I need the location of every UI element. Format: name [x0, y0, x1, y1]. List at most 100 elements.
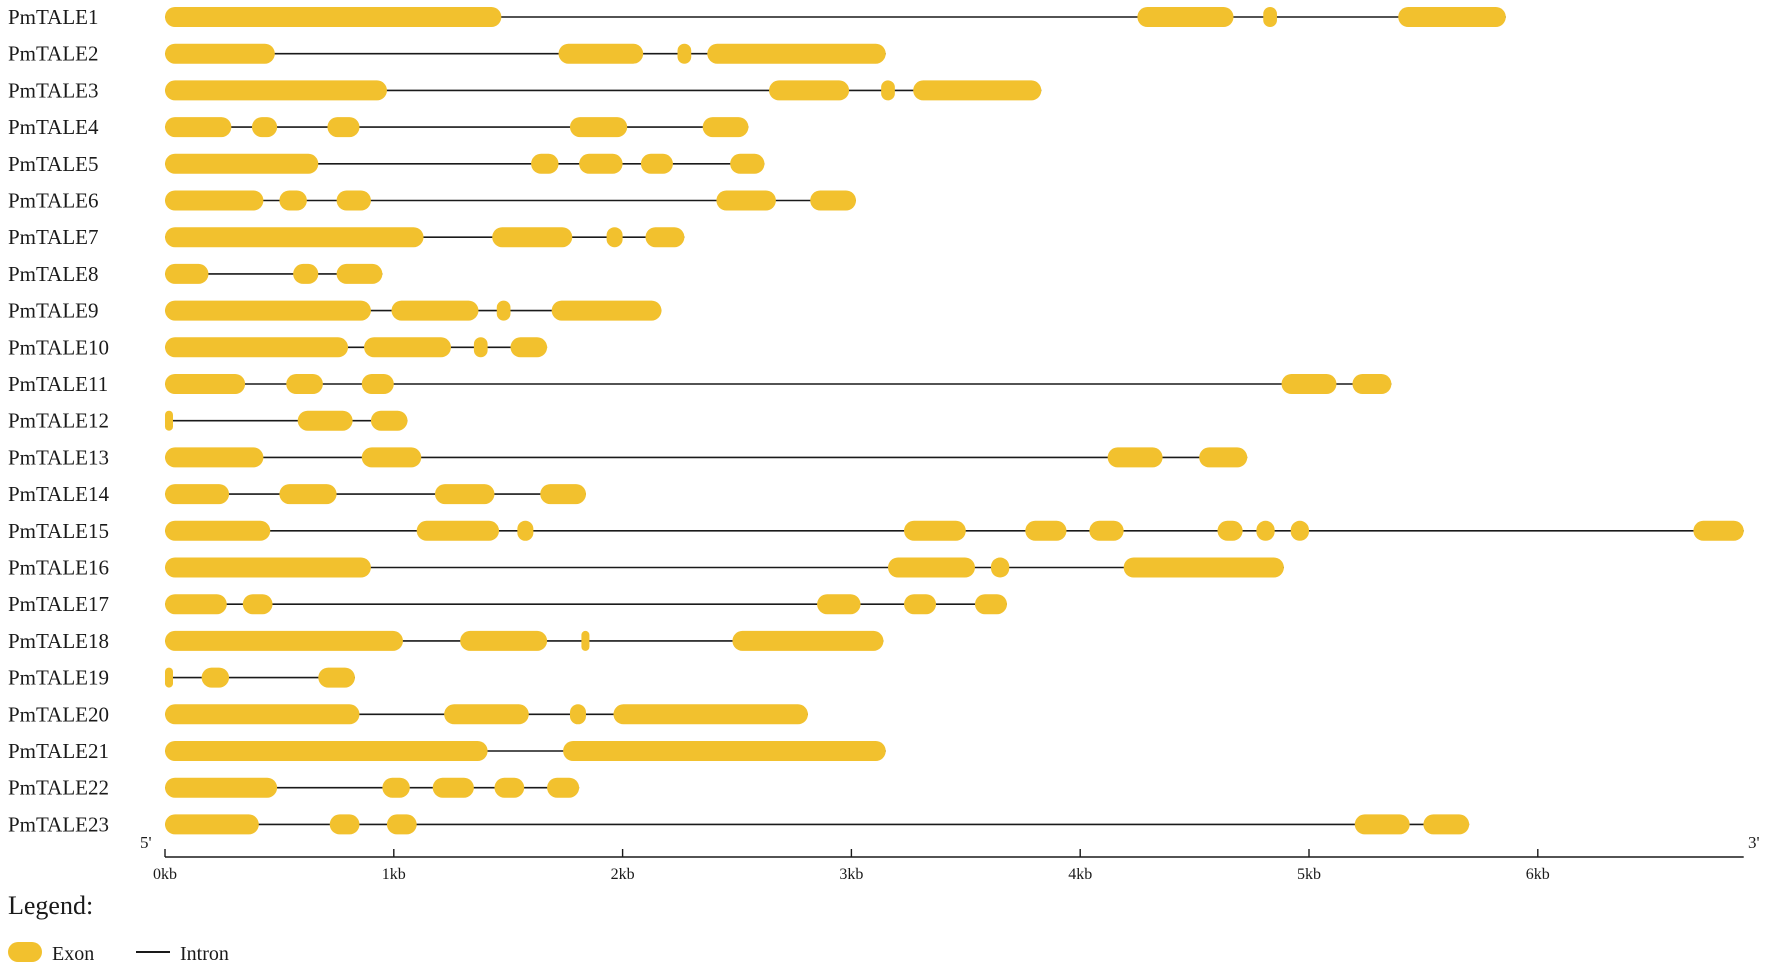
gene-row: PmTALE15 — [8, 519, 1744, 543]
exon-block — [1025, 520, 1067, 541]
gene-row: PmTALE9 — [8, 299, 662, 323]
exon-block — [645, 227, 685, 248]
legend: Legend: Exon Intron — [8, 891, 229, 965]
exon-block — [165, 630, 403, 651]
exon-block — [364, 337, 451, 358]
exon-block — [579, 153, 623, 174]
exon-block — [707, 43, 886, 64]
exon-block — [165, 263, 209, 284]
exon-block — [1137, 7, 1234, 27]
gene-label: PmTALE3 — [8, 78, 98, 102]
exon-block — [730, 153, 765, 174]
gene-row: PmTALE13 — [8, 445, 1248, 469]
exon-block — [165, 667, 173, 688]
exon-block — [547, 777, 580, 798]
exon-block — [496, 300, 511, 321]
gene-row: PmTALE23 — [8, 812, 1470, 836]
exon-block — [386, 814, 417, 835]
exon-block — [769, 80, 850, 101]
exon-block — [1199, 447, 1248, 468]
gene-label: PmTALE12 — [8, 409, 109, 433]
gene-label: PmTALE14 — [8, 482, 109, 506]
gene-row: PmTALE20 — [8, 702, 808, 726]
gene-label: PmTALE9 — [8, 299, 98, 323]
gene-row: PmTALE6 — [8, 189, 856, 213]
exon-block — [640, 153, 673, 174]
gene-label: PmTALE18 — [8, 629, 109, 653]
gene-row: PmTALE2 — [8, 42, 886, 66]
exon-block — [510, 337, 548, 358]
exon-block — [540, 484, 586, 505]
exon-block — [165, 594, 227, 615]
gene-row: PmTALE3 — [8, 78, 1042, 102]
gene-row: PmTALE16 — [8, 556, 1284, 580]
gene-label: PmTALE21 — [8, 739, 109, 763]
exon-block — [606, 227, 623, 248]
gene-row: PmTALE14 — [8, 482, 586, 506]
exon-block — [888, 557, 975, 578]
tick-label: 0kb — [153, 866, 177, 883]
gene-row: PmTALE21 — [8, 739, 886, 763]
tick-label: 6kb — [1526, 866, 1550, 883]
exon-block — [1398, 7, 1506, 27]
gene-label: PmTALE13 — [8, 445, 109, 469]
tick-label: 4kb — [1068, 866, 1092, 883]
gene-label: PmTALE15 — [8, 519, 109, 543]
exon-block — [201, 667, 230, 688]
exon-block — [165, 520, 271, 541]
exon-block — [416, 520, 500, 541]
exon-block — [1217, 520, 1243, 541]
exon-block — [165, 337, 349, 358]
gene-label: PmTALE20 — [8, 702, 109, 726]
exon-block — [716, 190, 776, 211]
exon-block — [817, 594, 861, 615]
exon-block — [1089, 520, 1124, 541]
gene-row: PmTALE1 — [8, 5, 1506, 29]
exon-block — [279, 190, 307, 211]
gene-label: PmTALE17 — [8, 592, 109, 616]
exon-block — [1263, 7, 1277, 27]
exon-block — [494, 777, 525, 798]
exon-block — [677, 43, 692, 64]
gene-label: PmTALE22 — [8, 776, 109, 800]
exon-block — [460, 630, 548, 651]
gene-row: PmTALE19 — [8, 666, 355, 690]
exon-block — [336, 190, 371, 211]
exon-block — [1423, 814, 1470, 835]
legend-title: Legend: — [8, 891, 93, 920]
exon-block — [1693, 520, 1744, 541]
exon-block — [1123, 557, 1284, 578]
exon-block — [1256, 520, 1275, 541]
exon-block — [581, 630, 590, 651]
exon-block — [702, 117, 749, 138]
exon-block — [974, 594, 1007, 615]
gene-label: PmTALE2 — [8, 42, 98, 66]
exon-block — [165, 557, 371, 578]
gene-label: PmTALE19 — [8, 666, 109, 690]
exon-block — [990, 557, 1010, 578]
exon-block — [165, 484, 230, 505]
gene-row: PmTALE11 — [8, 372, 1392, 396]
exon-block — [165, 43, 275, 64]
exon-block — [165, 227, 424, 248]
exon-block — [810, 190, 856, 211]
gene-row: PmTALE22 — [8, 776, 580, 800]
exon-block — [434, 484, 495, 505]
exon-block — [881, 80, 895, 101]
exon-block — [1281, 374, 1337, 394]
exon-block — [1290, 520, 1309, 541]
exon-block — [165, 704, 360, 725]
exon-block — [297, 410, 353, 431]
gene-label: PmTALE16 — [8, 556, 109, 580]
gene-row: PmTALE5 — [8, 152, 765, 176]
exon-block — [165, 741, 488, 761]
exon-block — [318, 667, 355, 688]
exon-block — [473, 337, 488, 358]
exon-block — [370, 410, 408, 431]
gene-row: PmTALE10 — [8, 335, 548, 359]
legend-exon-label: Exon — [52, 943, 94, 965]
exon-block — [165, 814, 259, 835]
exon-block — [165, 777, 278, 798]
tick-label: 2kb — [611, 866, 635, 883]
